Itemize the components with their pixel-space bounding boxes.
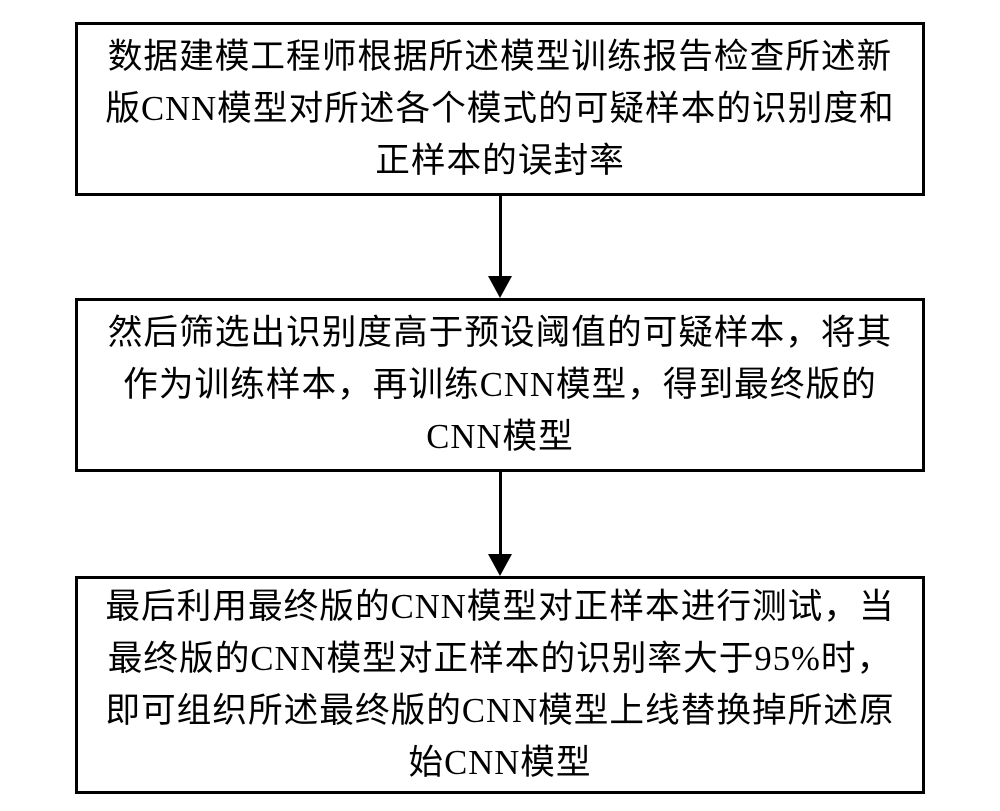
arrow-2-head-icon — [488, 554, 512, 576]
flowchart-canvas: 数据建模工程师根据所述模型训练报告检查所述新版CNN模型对所述各个模式的可疑样本… — [0, 0, 1000, 811]
flowchart-step-2: 然后筛选出识别度高于预设阈值的可疑样本，将其作为训练样本，再训练CNN模型，得到… — [75, 298, 925, 472]
flowchart-step-3: 最后利用最终版的CNN模型对正样本进行测试，当最终版的CNN模型对正样本的识别率… — [75, 576, 925, 794]
flowchart-step-1-text: 数据建模工程师根据所述模型训练报告检查所述新版CNN模型对所述各个模式的可疑样本… — [104, 31, 896, 187]
arrow-2-line — [499, 472, 502, 554]
arrow-1-line — [499, 196, 502, 276]
flowchart-step-2-text: 然后筛选出识别度高于预设阈值的可疑样本，将其作为训练样本，再训练CNN模型，得到… — [104, 307, 896, 463]
flowchart-step-1: 数据建模工程师根据所述模型训练报告检查所述新版CNN模型对所述各个模式的可疑样本… — [75, 22, 925, 196]
flowchart-step-3-text: 最后利用最终版的CNN模型对正样本进行测试，当最终版的CNN模型对正样本的识别率… — [104, 581, 896, 789]
arrow-1-head-icon — [488, 276, 512, 298]
